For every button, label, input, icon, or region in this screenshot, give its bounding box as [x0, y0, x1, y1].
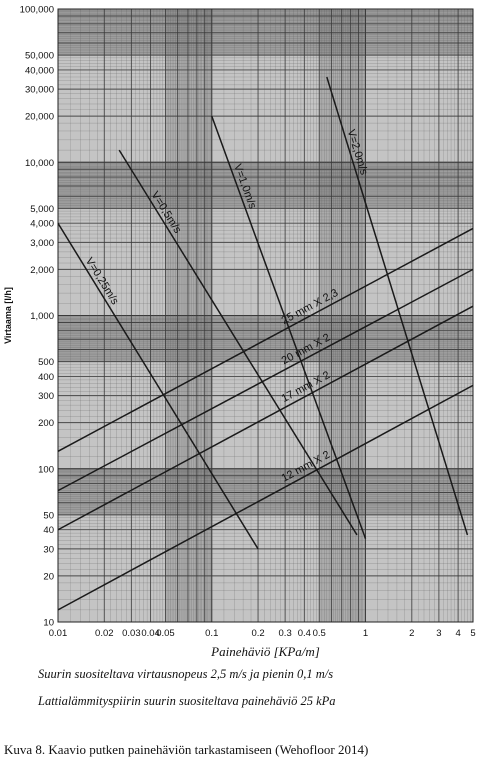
x-tick-label: 0.02 [95, 628, 114, 639]
series-line-20-mm-x-2 [57, 268, 474, 492]
y-tick-label: 100,000 [20, 5, 54, 16]
x-tick-labels: 0.01 0.02 0.03 0.040.05 0.1 0.2 0.3 0.4 0.5 1 2 3 4 5 [49, 628, 476, 639]
y-tick-label: 500 [38, 357, 54, 368]
series-line-v-2-0m-s [326, 76, 469, 536]
series-line-12-mm-x-2 [57, 384, 474, 611]
series-line-25-mm-x-2-3 [57, 227, 474, 452]
x-tick-label: 5 [470, 628, 475, 639]
y-tick-label: 20 [43, 571, 54, 582]
x-tick-label: 0.04 [141, 628, 160, 639]
y-tick-label: 1,000 [30, 311, 54, 322]
x-tick-label: 4 [455, 628, 460, 639]
x-tick-label: 0.2 [251, 628, 264, 639]
y-tick-label: 200 [38, 418, 54, 429]
x-tick-label: 0.5 [313, 628, 326, 639]
y-tick-label: 100 [38, 464, 54, 475]
series-line-v-0-5m-s [118, 149, 358, 536]
note-pressure: Lattialämmityspiirin suurin suositeltava… [38, 694, 336, 708]
y-tick-label: 3,000 [30, 238, 54, 249]
y-tick-label: 4,000 [30, 219, 54, 230]
y-tick-label: 40,000 [25, 65, 54, 76]
x-tick-label: 3 [436, 628, 441, 639]
x-tick-label: 0.01 [49, 628, 68, 639]
figure-caption: Kuva 8. Kaavio putken painehäviön tarkas… [4, 742, 369, 757]
y-tick-label: 30 [43, 544, 54, 555]
y-tick-label: 50,000 [25, 51, 54, 62]
x-tick-label: 0.4 [298, 628, 311, 639]
series-line-17-mm-x-2 [57, 305, 474, 531]
y-tick-label: 5,000 [30, 204, 54, 215]
series-line-v-0-25m-s [57, 222, 259, 550]
pressure-loss-chart: 12 mm X 217 mm X 220 mm X 225 mm X 2,3V=… [3, 5, 476, 660]
note-velocity: Suurin suositeltava virtausnopeus 2,5 m/… [38, 667, 334, 681]
x-tick-label: 0.3 [279, 628, 292, 639]
y-tick-label: 40 [43, 525, 54, 536]
y-tick-label: 10,000 [25, 158, 54, 169]
x-axis-label: Painehäviö [KPa/m] [210, 644, 320, 659]
y-tick-label: 20,000 [25, 112, 54, 123]
x-tick-label: 2 [409, 628, 414, 639]
x-tick-label: 0.05 [156, 628, 175, 639]
y-tick-label: 10 [43, 618, 54, 629]
y-tick-label: 30,000 [25, 85, 54, 96]
grid-lines [57, 8, 474, 623]
y-tick-label: 300 [38, 391, 54, 402]
x-tick-label: 0.1 [205, 628, 218, 639]
y-tick-label: 2,000 [30, 265, 54, 276]
y-axis-label: Virtaama [l/h] [3, 287, 13, 344]
y-tick-labels: 10 20 30 40 50 100 200 300 400 500 1,000 2,000 3,000… [20, 5, 54, 629]
series-line-v-1-0m-s [211, 115, 367, 539]
x-tick-label: 0.03 [122, 628, 141, 639]
y-tick-label: 50 [43, 510, 54, 521]
x-tick-label: 1 [363, 628, 368, 639]
plot-frame [57, 8, 474, 623]
y-tick-label: 400 [38, 372, 54, 383]
